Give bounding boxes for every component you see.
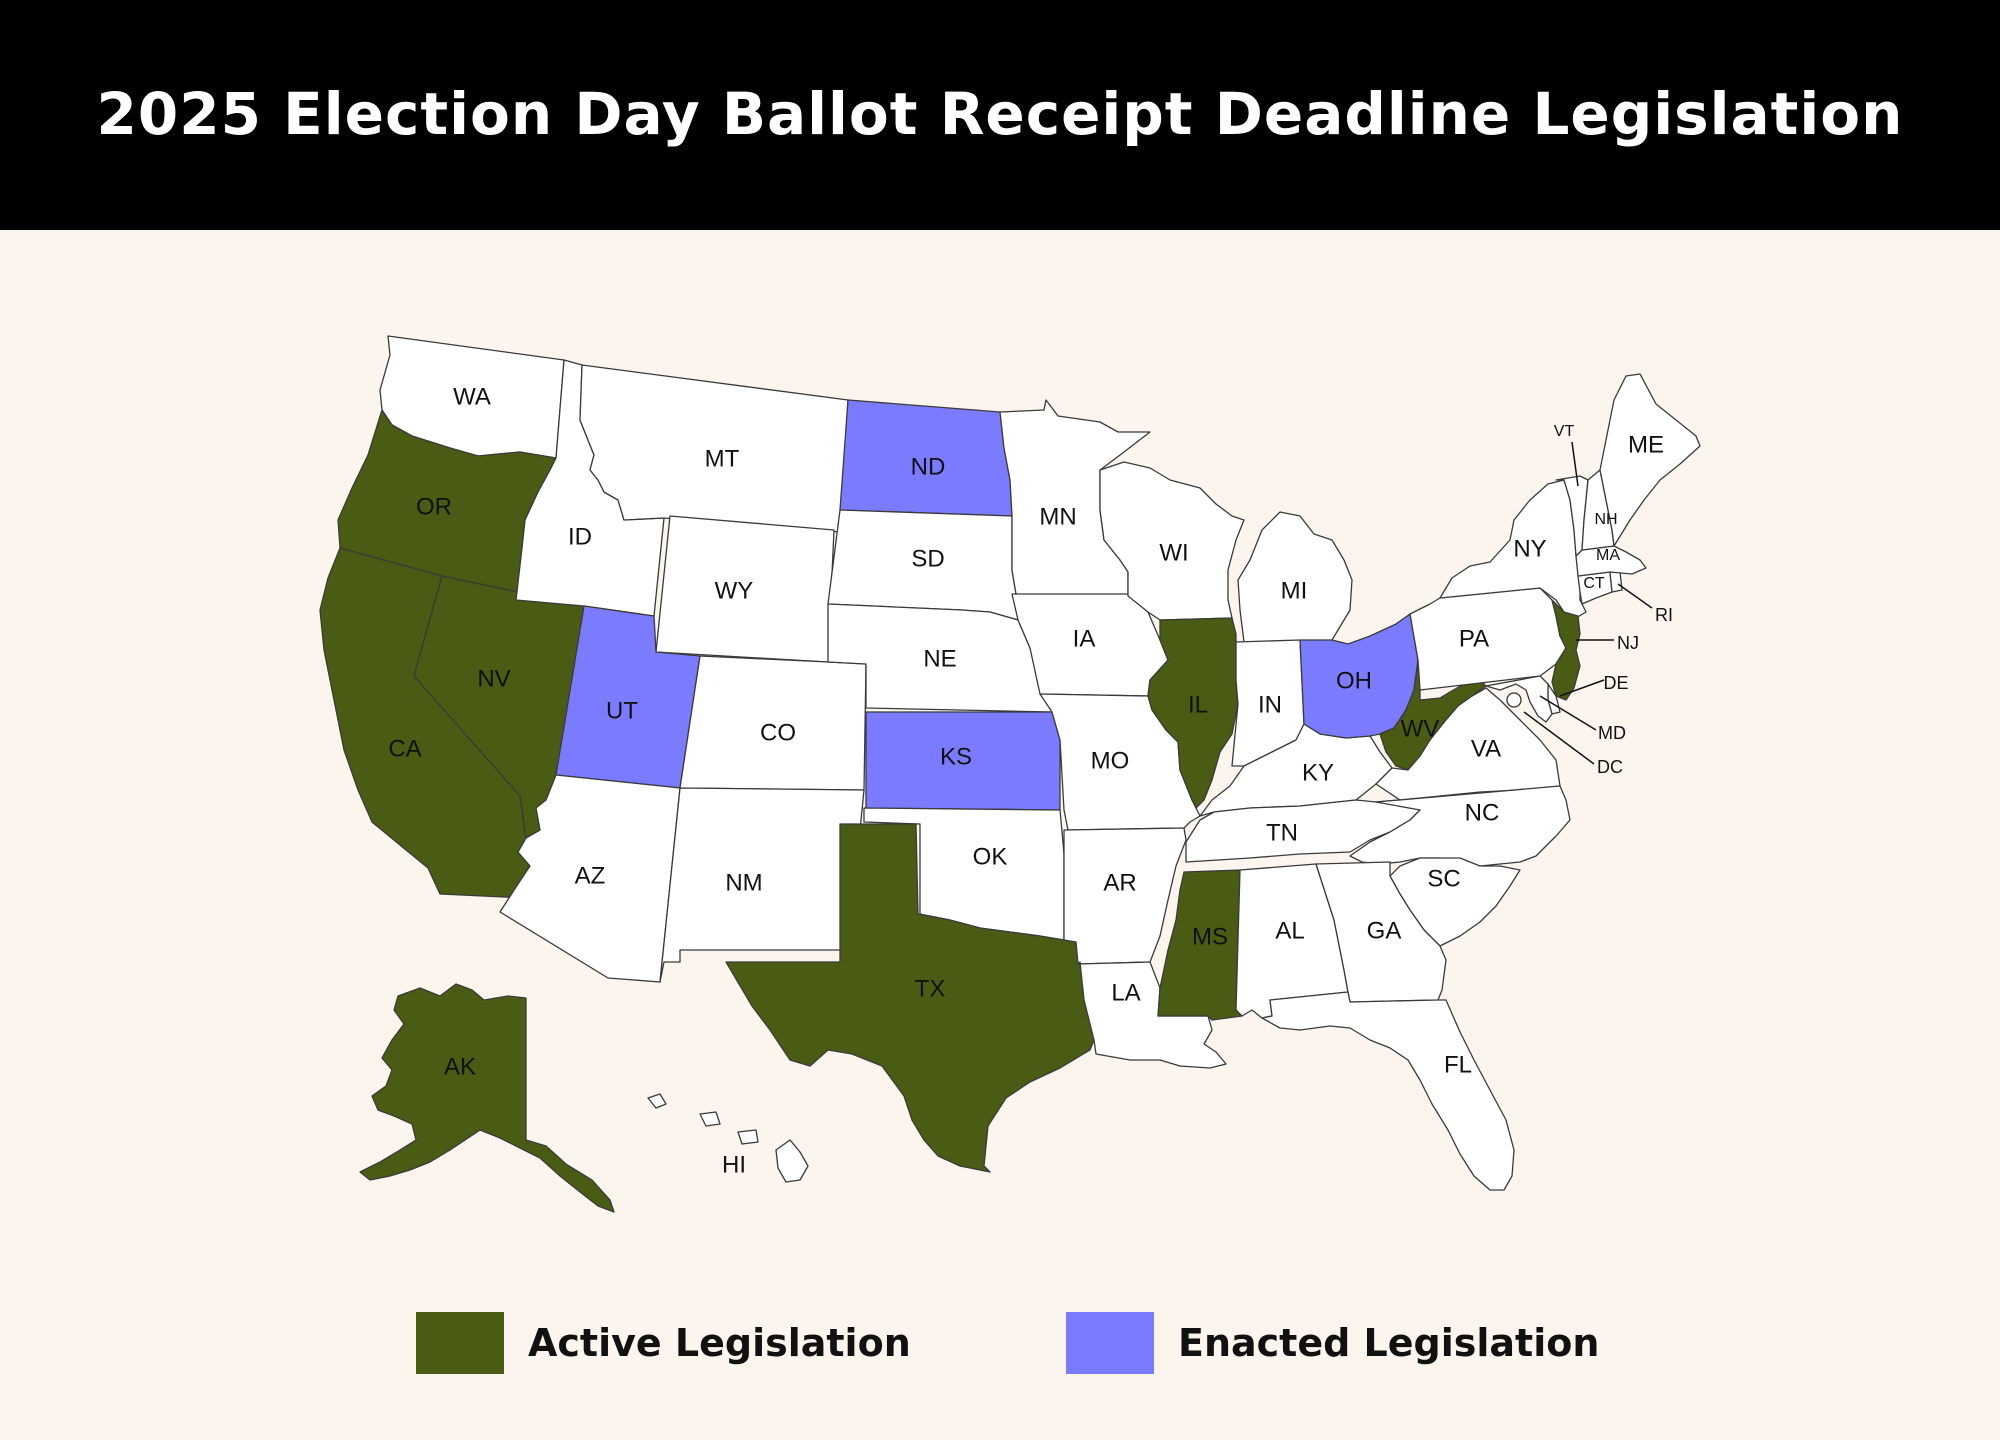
state-label-nc: NC [1465, 799, 1500, 826]
leader-line-de [1559, 679, 1605, 697]
legend-swatch-active [416, 1312, 504, 1374]
state-label-oh: OH [1336, 667, 1372, 694]
state-label-ar: AR [1103, 869, 1136, 896]
map-title: 2025 Election Day Ballot Receipt Deadlin… [96, 80, 1904, 148]
leader-line-md [1539, 695, 1597, 731]
state-label-ma: MA [1596, 547, 1620, 564]
state-ak [359, 983, 615, 1213]
state-label-or: OR [416, 493, 452, 520]
state-label-nh: NH [1594, 511, 1617, 528]
leader-line-dc [1523, 711, 1595, 765]
state-label-al: AL [1275, 917, 1304, 944]
state-va [1375, 687, 1561, 801]
legend-swatch-enacted [1066, 1312, 1154, 1374]
state-label-md: MD [1598, 723, 1626, 743]
state-ar [1063, 827, 1187, 965]
state-label-wi: WI [1159, 539, 1188, 566]
state-label-ny: NY [1513, 535, 1546, 562]
state-label-az: AZ [575, 862, 606, 889]
state-label-fl: FL [1444, 1051, 1472, 1078]
state-label-vt: VT [1554, 423, 1575, 440]
state-label-sd: SD [911, 545, 944, 572]
legend-item-active: Active Legislation [416, 1312, 911, 1374]
state-wi [1099, 461, 1245, 621]
state-label-ak: AK [444, 1053, 476, 1080]
leader-line-ri [1617, 583, 1653, 609]
state-label-mo: MO [1091, 747, 1130, 774]
state-label-nv: NV [477, 665, 510, 692]
state-label-id: ID [568, 523, 592, 550]
state-label-wa: WA [453, 383, 491, 410]
state-label-de: DE [1603, 673, 1628, 693]
states-layer [319, 335, 1701, 1213]
state-mi [1237, 511, 1353, 643]
state-hi [647, 1093, 809, 1183]
state-label-mt: MT [705, 445, 740, 472]
state-ga [1315, 861, 1447, 1003]
header-bar: 2025 Election Day Ballot Receipt Deadlin… [0, 0, 2000, 230]
state-label-ca: CA [388, 735, 421, 762]
state-ks [865, 711, 1061, 811]
state-label-il: IL [1188, 691, 1208, 718]
state-label-mi: MI [1281, 577, 1308, 604]
state-label-tx: TX [915, 975, 946, 1002]
state-vt [1555, 475, 1589, 557]
state-label-ga: GA [1367, 917, 1402, 944]
state-label-ks: KS [940, 743, 972, 770]
state-nj [1551, 599, 1581, 701]
state-label-me: ME [1628, 431, 1664, 458]
state-label-la: LA [1111, 979, 1140, 1006]
labels-layer: WA OR CA NV ID MT WY UT CO AZ NM ND SD NE KS OK TX MN IA MO… [388, 383, 1673, 1178]
state-co [679, 655, 867, 791]
state-ri [1609, 571, 1623, 593]
legend-item-enacted: Enacted Legislation [1066, 1312, 1599, 1374]
state-label-in: IN [1258, 691, 1282, 718]
state-label-hi: HI [722, 1151, 746, 1178]
leader-line-vt [1571, 441, 1579, 487]
state-label-tn: TN [1266, 819, 1298, 846]
state-label-ri: RI [1655, 605, 1673, 625]
dc-marker [1506, 692, 1522, 708]
state-label-sc: SC [1427, 865, 1460, 892]
state-label-ky: KY [1302, 759, 1334, 786]
state-label-ct: CT [1583, 575, 1605, 592]
state-label-nd: ND [911, 453, 946, 480]
state-md [1485, 675, 1553, 723]
state-label-ut: UT [606, 697, 638, 724]
state-fl [1261, 991, 1515, 1191]
state-label-va: VA [1471, 735, 1501, 762]
state-label-nm: NM [725, 869, 762, 896]
state-label-mn: MN [1039, 503, 1076, 530]
state-label-ok: OK [973, 843, 1008, 870]
legend-label-active: Active Legislation [528, 1321, 911, 1365]
state-label-wv: WV [1401, 715, 1440, 742]
legend-label-enacted: Enacted Legislation [1178, 1321, 1600, 1365]
state-nm [659, 787, 865, 983]
state-label-dc: DC [1597, 757, 1623, 777]
state-label-ia: IA [1073, 625, 1096, 652]
state-label-nj: NJ [1617, 633, 1639, 653]
state-label-co: CO [760, 719, 796, 746]
state-label-pa: PA [1459, 625, 1489, 652]
state-me [1599, 373, 1701, 547]
state-label-ms: MS [1192, 923, 1228, 950]
state-label-ne: NE [923, 645, 956, 672]
state-tx [725, 823, 1095, 1173]
state-label-wy: WY [715, 577, 754, 604]
